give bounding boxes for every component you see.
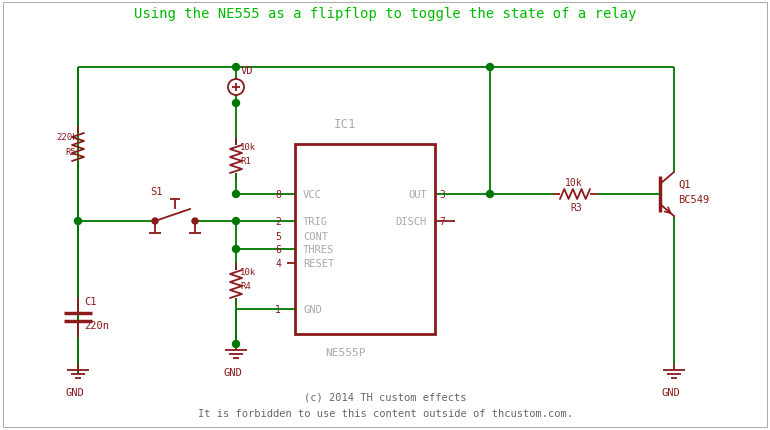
Text: 4: 4 bbox=[275, 258, 281, 268]
Text: GND: GND bbox=[65, 387, 84, 397]
Text: 10k: 10k bbox=[565, 178, 583, 187]
Text: 7: 7 bbox=[439, 216, 445, 227]
Text: GND: GND bbox=[224, 367, 243, 377]
Text: 2: 2 bbox=[275, 216, 281, 227]
Text: 3: 3 bbox=[439, 190, 445, 200]
Circle shape bbox=[233, 246, 239, 253]
Text: (c) 2014 TH custom effects: (c) 2014 TH custom effects bbox=[303, 392, 467, 402]
Text: 10k: 10k bbox=[240, 143, 256, 152]
Text: VD: VD bbox=[241, 66, 253, 76]
Text: DISCH: DISCH bbox=[396, 216, 427, 227]
Text: Using the NE555 as a flipflop to toggle the state of a relay: Using the NE555 as a flipflop to toggle … bbox=[134, 7, 636, 21]
Text: 6: 6 bbox=[275, 244, 281, 255]
Circle shape bbox=[487, 191, 494, 198]
Text: 220n: 220n bbox=[84, 320, 109, 330]
Text: R4: R4 bbox=[240, 282, 251, 291]
Circle shape bbox=[233, 218, 239, 225]
Text: 8: 8 bbox=[275, 190, 281, 200]
Circle shape bbox=[233, 64, 239, 71]
Text: NE555P: NE555P bbox=[325, 347, 365, 357]
Text: 1: 1 bbox=[275, 304, 281, 314]
Circle shape bbox=[233, 100, 239, 107]
Text: 5: 5 bbox=[275, 231, 281, 241]
Text: RESET: RESET bbox=[303, 258, 334, 268]
Circle shape bbox=[75, 218, 82, 225]
Circle shape bbox=[152, 218, 158, 224]
Text: BC549: BC549 bbox=[678, 194, 709, 205]
Text: VCC: VCC bbox=[303, 190, 322, 200]
Circle shape bbox=[192, 218, 198, 224]
Circle shape bbox=[487, 64, 494, 71]
Text: OUT: OUT bbox=[408, 190, 427, 200]
Text: R5: R5 bbox=[65, 148, 75, 157]
Text: CONT: CONT bbox=[303, 231, 328, 241]
Text: C1: C1 bbox=[84, 296, 96, 306]
Text: TRIG: TRIG bbox=[303, 216, 328, 227]
Circle shape bbox=[233, 191, 239, 198]
Text: Q1: Q1 bbox=[678, 180, 691, 190]
Text: IC1: IC1 bbox=[333, 118, 357, 131]
Text: R3: R3 bbox=[570, 203, 582, 212]
Text: R1: R1 bbox=[240, 157, 251, 166]
Text: 10k: 10k bbox=[240, 268, 256, 277]
Text: GND: GND bbox=[303, 304, 322, 314]
Bar bbox=[295, 144, 435, 334]
Circle shape bbox=[233, 341, 239, 348]
Text: GND: GND bbox=[661, 387, 680, 397]
Text: It is forbidden to use this content outside of thcustom.com.: It is forbidden to use this content outs… bbox=[197, 408, 573, 418]
Text: THRES: THRES bbox=[303, 244, 334, 255]
Text: 220k: 220k bbox=[56, 133, 78, 142]
Text: S1: S1 bbox=[150, 187, 162, 197]
